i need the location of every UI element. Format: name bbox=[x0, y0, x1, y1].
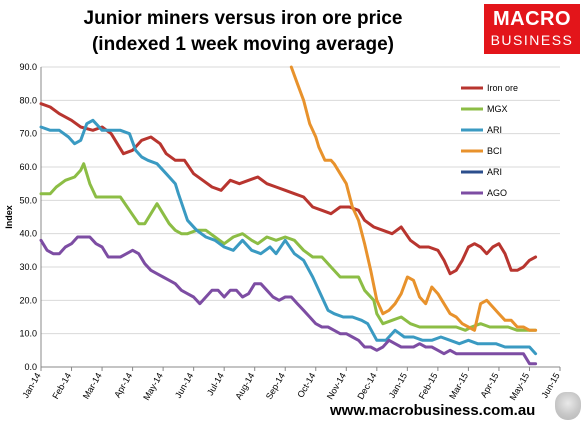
logo-line-2: BUSINESS bbox=[490, 32, 574, 48]
x-tick-label: May-14 bbox=[141, 371, 165, 402]
chart-title-line-1: Junior miners versus iron ore price bbox=[83, 8, 403, 29]
x-tick-label: Oct-14 bbox=[295, 371, 317, 399]
x-tick-label: Nov-14 bbox=[325, 371, 348, 401]
legend-label: AGO bbox=[487, 188, 507, 198]
x-tick-label: May-15 bbox=[508, 371, 532, 402]
x-tick-label: Dec-14 bbox=[355, 371, 378, 401]
x-tick-label: Apr-14 bbox=[112, 371, 134, 399]
website-url: www.macrobusiness.com.au bbox=[330, 402, 536, 419]
y-tick-label: 90.0 bbox=[19, 62, 37, 72]
y-tick-label: 50.0 bbox=[19, 195, 37, 205]
y-tick-label: 30.0 bbox=[19, 262, 37, 272]
y-tick-label: 20.0 bbox=[19, 295, 37, 305]
legend-label: BCI bbox=[487, 146, 502, 156]
chart-title-line-2: (indexed 1 week moving average) bbox=[91, 34, 394, 55]
logo-line-1: MACRO bbox=[492, 8, 572, 30]
series-line-ago bbox=[39, 235, 538, 366]
y-axis-label: Index bbox=[4, 205, 14, 229]
series-line-ari bbox=[39, 118, 538, 356]
y-tick-label: 70.0 bbox=[19, 129, 37, 139]
y-tick-label: 40.0 bbox=[19, 229, 37, 239]
x-tick-label: Feb-15 bbox=[417, 371, 440, 401]
series-line-mgx bbox=[39, 162, 538, 332]
chart-title: Junior miners versus iron ore price (ind… bbox=[8, 6, 478, 58]
x-tick-label: Feb-14 bbox=[50, 371, 73, 401]
x-tick-label: Mar-14 bbox=[81, 371, 104, 401]
x-tick-label: Sep-14 bbox=[264, 371, 287, 401]
macrobusiness-logo: MACRO BUSINESS bbox=[484, 4, 580, 54]
x-tick-label: Jan-15 bbox=[387, 371, 409, 400]
x-tick-label: Jan-14 bbox=[20, 371, 42, 400]
x-tick-label: Jul-14 bbox=[205, 371, 226, 397]
legend-label: ARI bbox=[487, 167, 502, 177]
x-tick-label: Apr-15 bbox=[479, 371, 501, 399]
series-line-bci bbox=[289, 65, 538, 332]
legend-label: ARI bbox=[487, 125, 502, 135]
x-tick-label: Jun-14 bbox=[173, 371, 195, 400]
series-line-iron-ore bbox=[39, 102, 538, 276]
y-tick-label: 80.0 bbox=[19, 95, 37, 105]
x-tick-label: Mar-15 bbox=[447, 371, 470, 401]
y-tick-label: 60.0 bbox=[19, 162, 37, 172]
y-tick-label: 10.0 bbox=[19, 329, 37, 339]
y-tick-label: 0.0 bbox=[24, 362, 37, 372]
wolf-logo-icon bbox=[555, 392, 581, 420]
x-tick-label: Aug-14 bbox=[233, 371, 256, 401]
legend-label: MGX bbox=[487, 104, 508, 114]
legend-label: Iron ore bbox=[487, 83, 518, 93]
